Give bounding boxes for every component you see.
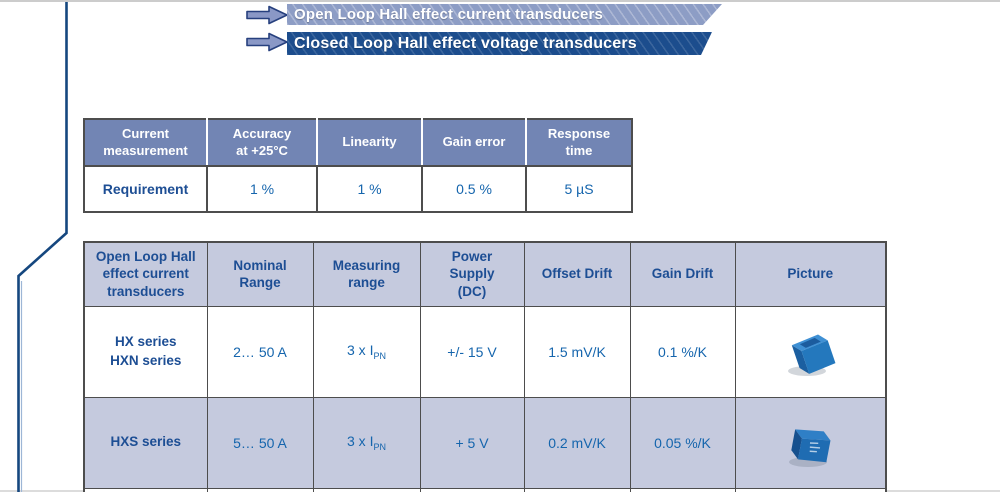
column-header: Accuracy at +25°C xyxy=(206,119,317,167)
table-row-hxs: HXS series 5… 50 A 3 x IPN + 5 V 0.2 mV/… xyxy=(83,396,887,489)
value-cell: + 5 V xyxy=(419,396,525,489)
value-cell: + 5 V xyxy=(419,487,525,492)
products-table: Open Loop Hall effect current transducer… xyxy=(83,241,887,492)
picture-cell xyxy=(734,487,887,492)
value-cell: 3 x IPN xyxy=(312,487,421,492)
value-cell: 0.05 %/K xyxy=(629,396,736,489)
table-row-hx: HX series HXN series 2… 50 A 3 x IPN +/-… xyxy=(83,305,887,398)
column-header: Power Supply (DC) xyxy=(419,241,525,307)
value-cell: 2… 50 A xyxy=(206,305,314,398)
value-cell: 1 % xyxy=(206,166,317,212)
hx-product-photo xyxy=(788,334,836,376)
arrow-right-icon xyxy=(246,32,288,52)
series-name: HX series HXN series xyxy=(83,305,208,398)
picture-cell xyxy=(734,305,887,398)
banner-open-loop-current: Open Loop Hall effect current transducer… xyxy=(287,4,722,25)
value-cell: +/- 15 V xyxy=(419,305,525,398)
header-row: Open Loop Hall effect current transducer… xyxy=(83,241,887,307)
value-cell: 1 % xyxy=(316,166,422,212)
column-header: Measuring range xyxy=(312,241,421,307)
column-header: Open Loop Hall effect current transducer… xyxy=(83,241,208,307)
column-header: Nominal Range xyxy=(206,241,314,307)
value-cell: 1.5 mV/K xyxy=(523,305,631,398)
banner-label: Closed Loop Hall effect voltage transduc… xyxy=(294,34,637,52)
picture-cell xyxy=(734,396,887,489)
value-cell: 0.5 % xyxy=(421,166,526,212)
value-cell: 5… 50 A xyxy=(206,396,314,489)
header-row: Current measurement Accuracy at +25°C Li… xyxy=(84,119,632,167)
value-cell: 0.2 mV/K xyxy=(523,487,631,492)
table-row: Requirement 1 % 1 % 0.5 % 5 µS xyxy=(84,166,632,212)
banner-label: Open Loop Hall effect current transducer… xyxy=(294,6,604,23)
column-header: Linearity xyxy=(316,119,422,167)
column-header: Gain error xyxy=(421,119,526,167)
requirements-table: Current measurement Accuracy at +25°C Li… xyxy=(83,118,633,213)
column-header: Response time xyxy=(525,119,632,167)
series-name: HXS series xyxy=(83,396,208,489)
table-row-hms: HMS series 5… 20 A 3 x IPN + 5 V 0.2 mV/… xyxy=(83,487,887,492)
value-cell: 0.2 mV/K xyxy=(523,396,631,489)
value-cell: 0.07 %/K xyxy=(629,487,736,492)
banner-closed-loop-voltage: Closed Loop Hall effect voltage transduc… xyxy=(287,32,712,55)
series-name: HMS series xyxy=(83,487,208,492)
value-cell: 5… 20 A xyxy=(206,487,314,492)
value-cell: 0.1 %/K xyxy=(629,305,736,398)
value-cell: 3 x IPN xyxy=(312,305,421,398)
column-header: Offset Drift xyxy=(523,241,631,307)
value-cell: 5 µS xyxy=(525,166,632,212)
column-header: Gain Drift xyxy=(629,241,736,307)
hxs-product-photo xyxy=(789,428,831,467)
value-cell: 3 x IPN xyxy=(312,396,421,489)
column-header: Picture xyxy=(734,241,887,307)
column-header: Current measurement xyxy=(84,119,207,167)
top-edge-line xyxy=(0,0,1000,2)
row-label: Requirement xyxy=(84,166,207,212)
arrow-right-icon xyxy=(246,5,288,25)
